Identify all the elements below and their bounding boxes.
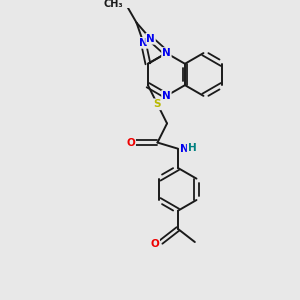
Text: N: N <box>139 38 148 48</box>
Text: N: N <box>162 91 171 101</box>
Text: N: N <box>162 48 171 58</box>
Text: N: N <box>180 144 189 154</box>
Text: H: H <box>188 143 197 153</box>
Text: O: O <box>150 239 159 249</box>
Text: S: S <box>154 99 161 109</box>
Text: N: N <box>146 34 155 44</box>
Text: CH₃: CH₃ <box>103 0 123 9</box>
Text: O: O <box>126 138 135 148</box>
